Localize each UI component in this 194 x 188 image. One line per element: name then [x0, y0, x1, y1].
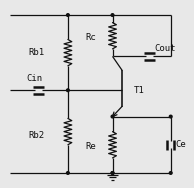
Text: Rb1: Rb1	[29, 48, 45, 57]
Text: Cout: Cout	[154, 44, 176, 53]
Text: Ce: Ce	[175, 140, 186, 149]
Circle shape	[111, 115, 114, 118]
Circle shape	[111, 14, 114, 16]
Circle shape	[169, 115, 172, 118]
Circle shape	[111, 172, 114, 174]
Circle shape	[111, 172, 114, 174]
Circle shape	[67, 172, 69, 174]
Circle shape	[169, 172, 172, 174]
Text: Cin: Cin	[27, 74, 43, 83]
Text: Rc: Rc	[86, 33, 97, 42]
Text: Re: Re	[86, 142, 97, 151]
Circle shape	[67, 89, 69, 92]
Text: Rb2: Rb2	[29, 131, 45, 140]
Circle shape	[67, 14, 69, 16]
Text: T1: T1	[134, 86, 145, 95]
